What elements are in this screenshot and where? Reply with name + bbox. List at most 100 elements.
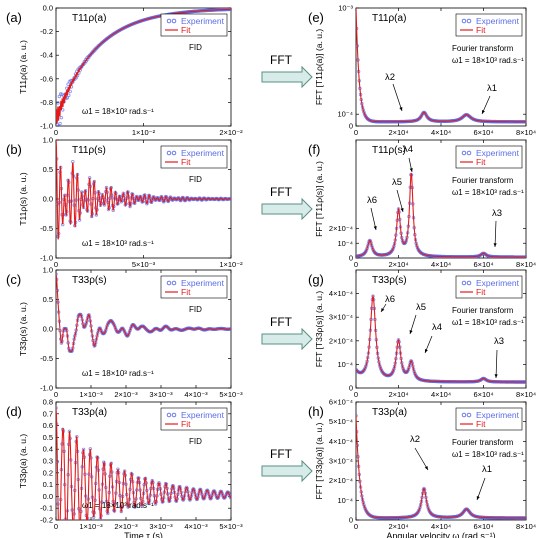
legend-experiment-label: Experiment: [476, 410, 520, 420]
legend-fit-label: Fit: [476, 25, 486, 35]
x-tick-label: 4×10⁴: [431, 128, 451, 137]
peak-arrow-head: [381, 308, 385, 312]
panel-title: T11ρ(s): [372, 145, 406, 156]
x-tick-label: 1×10⁻³: [79, 522, 103, 531]
series-group: [356, 172, 526, 258]
fourier-annotation: Fourier transform: [452, 44, 514, 53]
panel-label: (g): [308, 272, 324, 287]
peak-arrow-head: [399, 107, 403, 111]
legend-experiment-label: Experiment: [181, 16, 225, 26]
legend-fit-label: Fit: [476, 419, 486, 429]
y-tick-label: 0.7: [43, 409, 53, 418]
y-tick-label: -0.6: [40, 74, 53, 83]
chart-panel-a: 0 1×10⁻² 2×10⁻² 0.0 -0.2 -0.4 -0.6 -0.8 -1.0 T11ρ…: [6, 4, 243, 138]
x-tick-label: 4×10⁻³: [184, 390, 208, 399]
fft-arrow-label: FFT: [270, 447, 293, 461]
series-group: [56, 8, 231, 126]
peak-arrow-head: [482, 110, 485, 114]
x-tick-label: 0: [354, 390, 358, 399]
x-tick-label: 0: [354, 260, 358, 269]
y-axis-label: T11ρ(s) (a. u.): [18, 172, 28, 225]
peak-label: λ4: [432, 322, 442, 333]
fit-line: [56, 140, 231, 240]
experiment-point: [98, 326, 102, 330]
legend-experiment-label: Experiment: [181, 410, 225, 420]
omega-parameter: ω1 = 18×10³ rad.s⁻¹: [452, 318, 524, 327]
y-axis-label: T33ρ(a) (a. u.): [18, 434, 28, 489]
y-tick-label: -0.2: [40, 27, 53, 36]
chart-panel-e: 0 2×10⁴ 4×10⁴ 6×10⁴ 8×10⁴ 0 10⁻³ 10⁻⁴ FFT [T11ρ(…: [308, 4, 536, 138]
chart-panel-c: 0 1×10⁻³ 2×10⁻³ 3×10⁻³ 4×10⁻³ 5×10⁻³ 1.0 0.5 0.0…: [6, 266, 243, 400]
x-tick-label: 8×10⁴: [516, 390, 536, 399]
peak-arrow: [396, 189, 404, 213]
fft-arrow-label: FFT: [270, 53, 293, 67]
legend-experiment-label: Experiment: [181, 148, 225, 158]
fit-line: [56, 8, 231, 124]
panel-label: (h): [308, 404, 324, 419]
fourier-annotation: Fourier transform: [452, 438, 514, 447]
x-tick-label: 5×10⁻³: [219, 390, 243, 399]
panel-title: T33ρ(s): [72, 275, 107, 286]
peak-arrow-head: [476, 496, 480, 500]
legend-fit-label: Fit: [476, 157, 486, 167]
fft-arrow-label: FFT: [270, 315, 293, 329]
fourier-annotation: Fourier transform: [452, 306, 514, 315]
y-tick-label: 3×10⁻⁴: [329, 457, 353, 466]
peak-arrow-head: [424, 466, 428, 470]
omega-parameter: ω1 = 18×10³ rad.s⁻¹: [82, 107, 154, 116]
y-tick-label: -0.8: [40, 98, 53, 107]
y-axis-label: FFT [T11ρ(s)] (a. u.): [314, 161, 324, 237]
chart-panel-g: 0 2×10⁴ 4×10⁴ 6×10⁴ 8×10⁴ 0 10⁻⁴ 2×10⁻⁴ 3×10⁻⁴ 4×…: [308, 269, 536, 399]
experiment-point: [72, 523, 75, 526]
y-tick-label: 0.4: [43, 445, 53, 454]
chart-panel-b: 0 5×10⁻³ 1×10⁻² 1.0 0.5 0.0 -0.5 -1.0 T11ρ(s) (a…: [6, 136, 243, 270]
peak-label: λ1: [482, 464, 492, 475]
y-tick-label: 10⁻³: [338, 4, 353, 13]
legend-experiment-marker: [166, 412, 172, 418]
peak-label: λ1: [487, 83, 497, 94]
x-tick-label: 4×10⁴: [431, 390, 451, 399]
peak-arrow: [494, 220, 497, 248]
y-tick-label: 0.0: [43, 195, 53, 204]
y-tick-zero: 0: [349, 122, 353, 131]
fid-annotation: FID: [189, 43, 202, 52]
y-axis-label: T11ρ(a) (a. u.): [18, 40, 28, 94]
experiment-point: [59, 525, 62, 528]
omega-parameter: ω1 = 18×10³ rad.s⁻¹: [82, 501, 154, 510]
panel-label: (c): [6, 272, 21, 287]
omega-parameter: ω1 = 18×10³ rad.s⁻¹: [452, 188, 524, 197]
y-tick-label: 1.0: [43, 266, 53, 275]
y-tick-label: 0.5: [43, 165, 53, 174]
panel-title: T33ρ(a): [372, 407, 407, 418]
fft-arrow-shape: [261, 197, 313, 221]
chart-panel-f: 0 2×10⁴ 4×10⁴ 6×10⁴ 8×10⁴ 0 10⁻⁴ 2×10⁻⁴ FFT [T11…: [308, 139, 536, 269]
legend-experiment-marker: [171, 150, 177, 156]
legend-experiment-marker: [466, 280, 472, 286]
omega-parameter: ω1 = 18×10³ rad.s⁻¹: [82, 369, 154, 378]
panel-label: (a): [6, 10, 22, 25]
y-axis-label: FFT [T33ρ(a)] (a. u.): [314, 422, 324, 499]
y-tick-label: -0.1: [40, 504, 53, 513]
fft-arrow-2: FFT: [261, 185, 313, 221]
legend-experiment-marker: [171, 280, 177, 286]
legend-fit-label: Fit: [181, 419, 191, 429]
fourier-annotation: Fourier transform: [452, 176, 514, 185]
x-tick-label: 3×10⁻³: [149, 522, 173, 531]
x-tick-label: 0: [354, 128, 358, 137]
fit-line: [56, 407, 231, 520]
y-tick-label: 6×10⁻⁴: [329, 398, 353, 407]
y-tick-label: -0.4: [40, 51, 53, 60]
experiment-point: [229, 496, 231, 500]
peak-label: λ4: [403, 144, 413, 155]
x-tick-label: 0: [54, 128, 58, 137]
series-group: [56, 406, 231, 528]
fit-line: [356, 172, 526, 258]
y-tick-label: 10⁻⁴: [337, 110, 353, 119]
x-tick-label: 2×10⁴: [388, 390, 408, 399]
x-tick-label: 1×10⁻²: [132, 128, 156, 137]
fit-line: [356, 294, 526, 383]
x-tick-label: 1×10⁻³: [79, 390, 103, 399]
x-tick-label: 4×10⁻³: [184, 522, 208, 531]
